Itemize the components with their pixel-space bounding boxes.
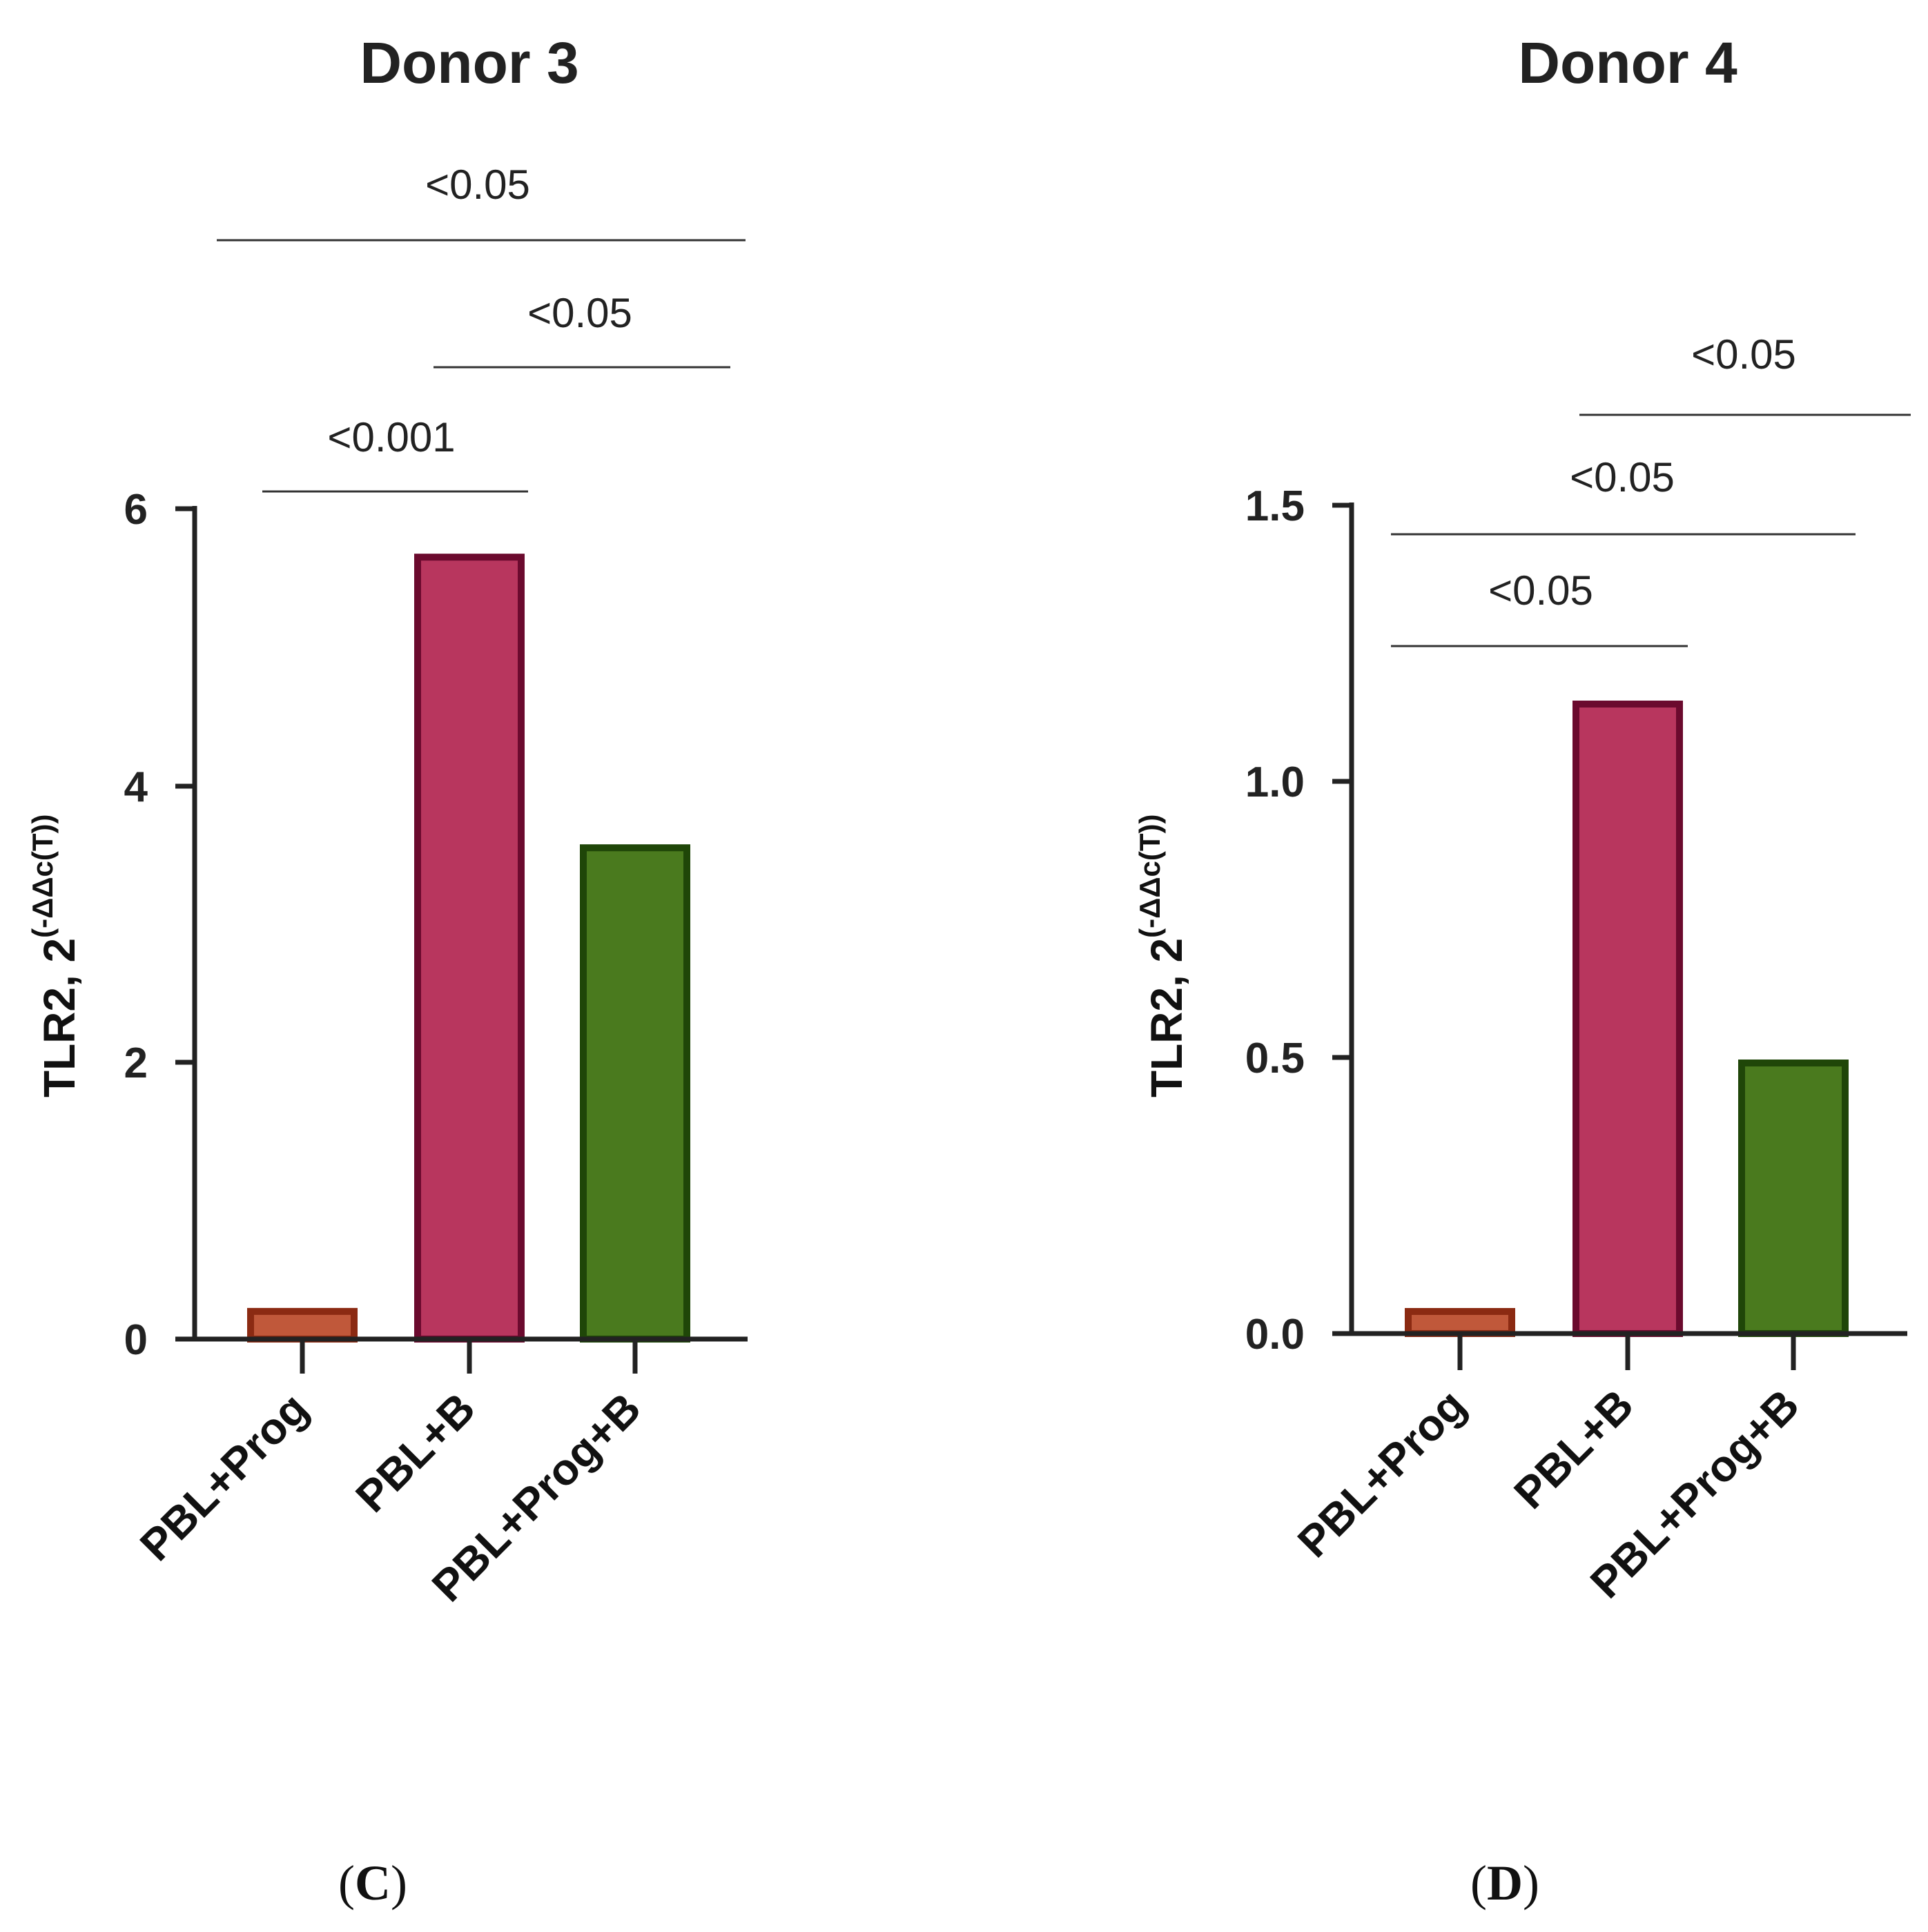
significance-brackets: <0.001 <0.05 <0.05 bbox=[217, 162, 746, 493]
y-tick-label: 4 bbox=[124, 763, 148, 811]
bars bbox=[1405, 701, 1849, 1337]
panel-label: (D) bbox=[1470, 1855, 1539, 1911]
significance-label-b-vs-progb: <0.05 bbox=[1691, 331, 1796, 378]
chart-panel-donor-3: Donor 3 <0.001 <0.05 <0.05 0 2 4 bbox=[26, 30, 748, 1911]
bar-pbl-b bbox=[1572, 701, 1683, 1337]
x-category-label: PBL+B bbox=[346, 1383, 485, 1522]
y-ticks: 0.0 0.5 1.0 1.5 bbox=[1245, 482, 1352, 1358]
panel-letter: D bbox=[1487, 1855, 1523, 1911]
significance-label-b-vs-progb: <0.05 bbox=[527, 290, 632, 336]
x-category-label: PBL+Prog bbox=[1288, 1380, 1475, 1567]
significance-label-prog-vs-b: <0.05 bbox=[1488, 567, 1593, 614]
x-ticks bbox=[1457, 1334, 1796, 1370]
chart-panel-donor-4: Donor 4 <0.05 <0.05 <0.05 0.0 0.5 bbox=[1133, 30, 1911, 1911]
chart-title: Donor 4 bbox=[1518, 30, 1737, 95]
y-tick-label: 0 bbox=[124, 1316, 148, 1364]
y-axis-label-superscript: (-ΔΔc(T)) bbox=[26, 814, 59, 938]
y-tick-label: 2 bbox=[124, 1040, 148, 1087]
bars bbox=[247, 554, 690, 1343]
x-category-label: PBL+B bbox=[1504, 1380, 1643, 1519]
bar-pbl-prog-b bbox=[580, 844, 690, 1343]
y-axis-label-main: TLR2, 2 bbox=[35, 938, 84, 1097]
y-axis-label: TLR2, 2(-ΔΔc(T)) bbox=[1133, 814, 1191, 1097]
chart-title: Donor 3 bbox=[360, 30, 578, 95]
bar-pbl-b bbox=[414, 554, 525, 1343]
significance-label-prog-vs-progb: <0.05 bbox=[1570, 454, 1675, 500]
y-ticks: 0 2 4 6 bbox=[124, 486, 195, 1364]
x-category-label: PBL+Prog bbox=[130, 1383, 318, 1570]
y-tick-label: 0.0 bbox=[1245, 1311, 1305, 1358]
panel-label: (C) bbox=[338, 1855, 407, 1911]
significance-brackets: <0.05 <0.05 <0.05 bbox=[1391, 331, 1911, 647]
y-axis-label-main: TLR2, 2 bbox=[1142, 938, 1191, 1097]
significance-label-prog-vs-progb: <0.05 bbox=[425, 162, 530, 208]
y-axis-label-superscript: (-ΔΔc(T)) bbox=[1133, 814, 1166, 938]
bar-pbl-prog-b bbox=[1738, 1060, 1849, 1337]
panel-letter: C bbox=[355, 1855, 391, 1911]
y-tick-label: 6 bbox=[124, 486, 148, 534]
x-ticks bbox=[300, 1339, 638, 1374]
y-axis-label: TLR2, 2(-ΔΔc(T)) bbox=[26, 814, 84, 1097]
y-tick-label: 1.5 bbox=[1245, 482, 1305, 530]
y-tick-label: 0.5 bbox=[1245, 1035, 1305, 1082]
bar-pbl-prog bbox=[247, 1307, 358, 1343]
y-tick-label: 1.0 bbox=[1245, 759, 1305, 806]
significance-label-prog-vs-b: <0.001 bbox=[327, 414, 455, 460]
bar-pbl-prog bbox=[1405, 1308, 1515, 1337]
